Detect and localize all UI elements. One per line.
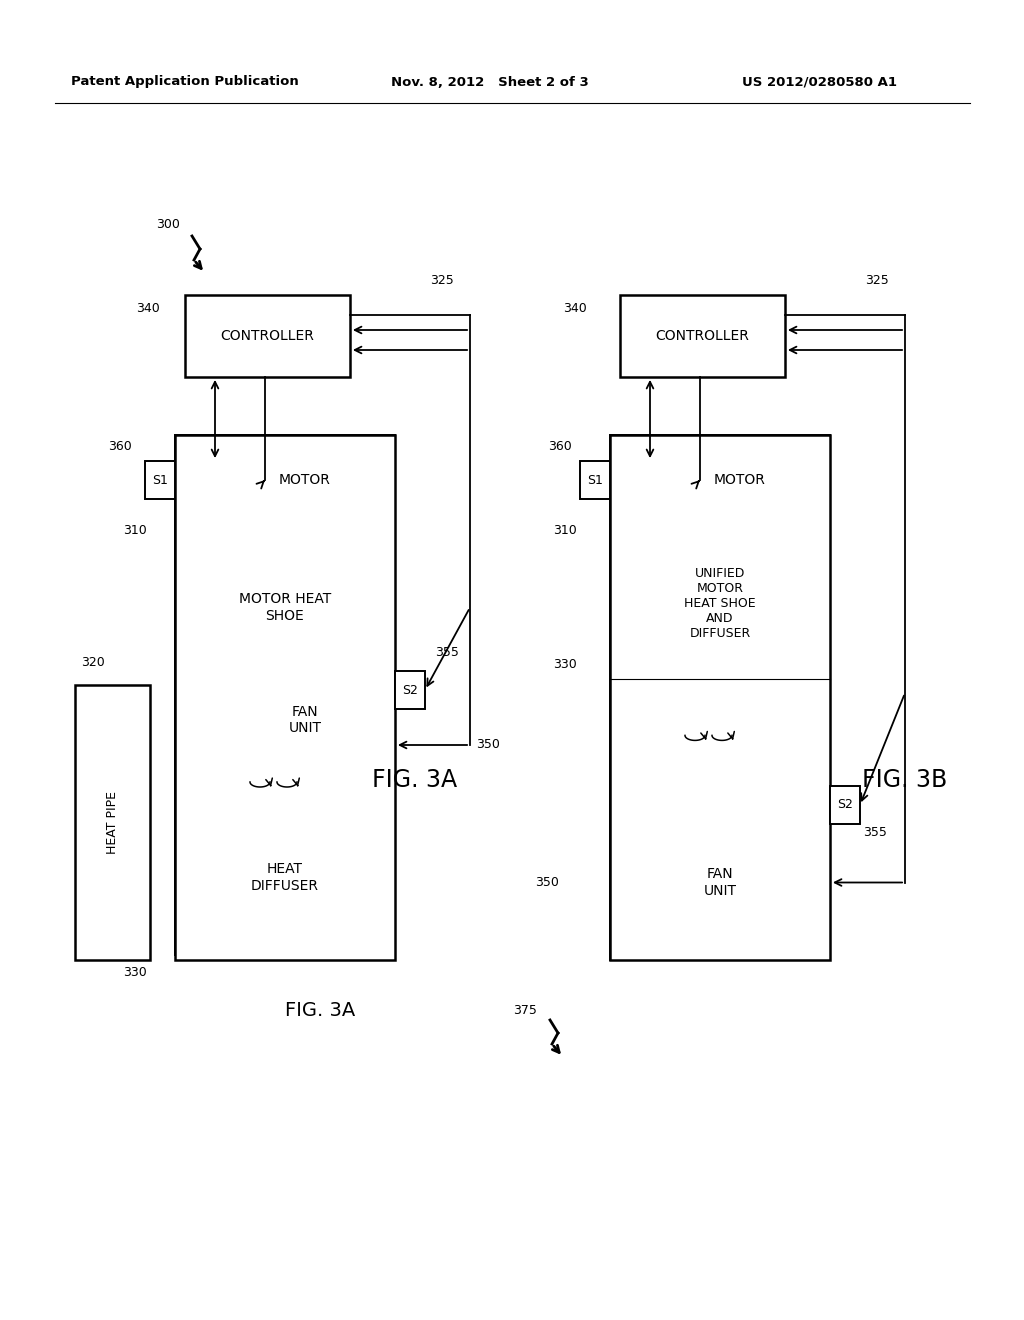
Text: HEAT PIPE: HEAT PIPE <box>106 791 119 854</box>
Bar <box>175 800 395 954</box>
Text: 320: 320 <box>81 656 104 669</box>
Text: MOTOR: MOTOR <box>280 473 331 487</box>
Bar <box>185 294 350 378</box>
Text: FAN
UNIT: FAN UNIT <box>703 867 736 898</box>
Bar <box>610 805 830 960</box>
Text: FIG. 3A: FIG. 3A <box>285 1001 355 1019</box>
Bar <box>145 461 175 499</box>
Text: CONTROLLER: CONTROLLER <box>655 329 750 343</box>
Text: UNIFIED
MOTOR
HEAT SHOE
AND
DIFFUSER: UNIFIED MOTOR HEAT SHOE AND DIFFUSER <box>684 566 756 640</box>
Bar <box>830 785 860 824</box>
Text: HEAT
DIFFUSER: HEAT DIFFUSER <box>251 862 319 892</box>
Text: US 2012/0280580 A1: US 2012/0280580 A1 <box>742 75 897 88</box>
Text: MOTOR HEAT
SHOE: MOTOR HEAT SHOE <box>239 593 331 623</box>
Text: 310: 310 <box>123 524 146 536</box>
Text: FIG. 3A: FIG. 3A <box>373 768 458 792</box>
Text: S1: S1 <box>587 474 603 487</box>
Text: S2: S2 <box>837 799 853 812</box>
Text: FAN
UNIT: FAN UNIT <box>289 705 322 735</box>
Bar <box>395 671 425 709</box>
Text: 330: 330 <box>123 966 146 979</box>
Text: Patent Application Publication: Patent Application Publication <box>71 75 299 88</box>
Bar <box>610 436 830 960</box>
Text: Nov. 8, 2012   Sheet 2 of 3: Nov. 8, 2012 Sheet 2 of 3 <box>391 75 589 88</box>
Text: FIG. 3B: FIG. 3B <box>862 768 947 792</box>
Text: 350: 350 <box>476 738 500 751</box>
Text: S2: S2 <box>402 684 418 697</box>
Text: 355: 355 <box>435 647 459 660</box>
Text: 310: 310 <box>553 524 577 536</box>
Bar <box>175 525 395 690</box>
Text: CONTROLLER: CONTROLLER <box>220 329 314 343</box>
Text: 340: 340 <box>563 301 587 314</box>
Bar <box>175 436 395 960</box>
Bar <box>610 525 830 805</box>
Text: 330: 330 <box>553 659 577 672</box>
Bar <box>75 685 150 960</box>
Text: 375: 375 <box>513 1003 537 1016</box>
Text: S1: S1 <box>152 474 168 487</box>
Bar <box>620 294 785 378</box>
Text: 350: 350 <box>536 876 559 888</box>
Text: 325: 325 <box>430 273 454 286</box>
Text: 300: 300 <box>156 219 180 231</box>
Bar <box>580 461 610 499</box>
Text: 355: 355 <box>863 825 887 838</box>
Text: 325: 325 <box>865 273 889 286</box>
Bar <box>175 436 395 525</box>
Text: 340: 340 <box>136 301 160 314</box>
Text: 360: 360 <box>548 440 571 453</box>
Bar <box>175 690 395 800</box>
Bar <box>610 436 830 525</box>
Text: MOTOR: MOTOR <box>714 473 766 487</box>
Text: 360: 360 <box>109 440 132 453</box>
